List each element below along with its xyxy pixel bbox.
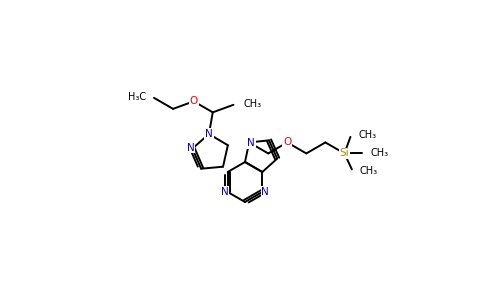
Text: N: N [247, 138, 255, 148]
Text: CH₃: CH₃ [370, 148, 388, 158]
Text: N: N [186, 142, 194, 152]
Text: Si: Si [340, 148, 349, 158]
Text: N: N [221, 187, 228, 197]
Text: N: N [205, 129, 213, 139]
Text: CH₃: CH₃ [360, 167, 378, 176]
Text: CH₃: CH₃ [243, 99, 261, 109]
Text: H₃C: H₃C [128, 92, 146, 102]
Text: CH₃: CH₃ [359, 130, 377, 140]
Text: N: N [261, 187, 269, 197]
Text: O: O [190, 96, 198, 106]
Text: O: O [283, 137, 291, 147]
